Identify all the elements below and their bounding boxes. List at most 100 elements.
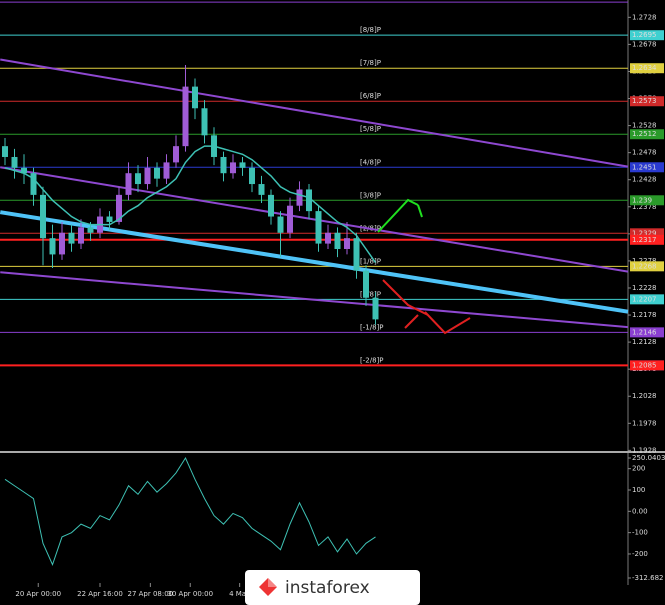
support-price-box xyxy=(630,360,664,371)
level-price: 1.2573 xyxy=(632,97,657,105)
level-name: [4/8]P xyxy=(360,158,381,166)
candle-body xyxy=(135,173,141,185)
candle-body xyxy=(2,146,8,157)
y-tick-label: 1.1928 xyxy=(632,446,657,454)
candle-body xyxy=(116,194,122,222)
level-name: [1/8]P xyxy=(360,257,381,265)
level-price: 1.2634 xyxy=(632,64,657,72)
candle-body xyxy=(154,167,160,179)
level-price: 1.2207 xyxy=(632,295,657,303)
y-tick-label: 1.2028 xyxy=(632,392,657,400)
y-tick-label: 1.2128 xyxy=(632,338,657,346)
logo-icon xyxy=(259,578,277,596)
level-price-box xyxy=(630,261,664,272)
level-name: [-1/8]P xyxy=(360,323,383,331)
level-price-box xyxy=(630,30,664,41)
x-tick-label: 22 Apr 16:00 xyxy=(77,590,123,598)
logo-shine xyxy=(268,578,277,587)
trend-line xyxy=(0,210,629,314)
level-price: 1.2329 xyxy=(632,229,657,237)
x-tick-label: 20 Apr 00:00 xyxy=(15,590,61,598)
trend-line xyxy=(0,166,629,273)
logo-mark xyxy=(259,578,277,596)
candle-body xyxy=(239,162,246,168)
candle-body xyxy=(173,146,179,163)
level-name: [-2/8]P xyxy=(360,356,383,364)
cci-line xyxy=(4,456,376,566)
level-price: 1.2268 xyxy=(632,262,657,270)
trend-line xyxy=(0,58,629,168)
candle-body xyxy=(21,167,27,174)
candle-body xyxy=(40,194,46,239)
logo-text: instaforex xyxy=(285,578,370,598)
x-tick-label: 30 Apr 00:00 xyxy=(167,590,213,598)
level-price: 1.2512 xyxy=(632,130,657,138)
y-tick-label: 1.2528 xyxy=(632,122,657,130)
candle-body xyxy=(78,227,84,244)
candle-body xyxy=(201,108,208,136)
candle-body xyxy=(277,216,284,233)
y-tick-label: 1.2428 xyxy=(632,176,657,184)
candle-body xyxy=(68,232,75,244)
y-tick-label: 1.2278 xyxy=(632,257,657,265)
y-tick-label: 1.1978 xyxy=(632,419,657,427)
candle-body xyxy=(30,173,37,195)
level-name: [3/8]P xyxy=(360,191,381,199)
x-tick-label: 4 May xyxy=(229,590,250,598)
candle-body xyxy=(287,205,293,233)
candle-body xyxy=(315,211,322,244)
support-price: 1.2085 xyxy=(632,361,657,369)
y-tick-label: 1.2378 xyxy=(632,203,657,211)
candle-body xyxy=(268,194,274,217)
support-price: 1.2317 xyxy=(632,236,657,244)
level-name: [+1/8]P xyxy=(360,0,387,1)
logo-box xyxy=(245,570,420,605)
candle-body xyxy=(182,86,189,147)
candle-body xyxy=(192,86,198,109)
candle-body xyxy=(306,189,312,212)
candle-body xyxy=(334,232,341,250)
cci-tick-label: -312.682 xyxy=(632,574,663,582)
cci-tick-label: 100 xyxy=(632,486,645,494)
forecast-arrow-down-3 xyxy=(424,311,471,335)
level-price-box xyxy=(630,63,664,74)
forecast-arrow-down-1 xyxy=(382,279,429,316)
candle-body xyxy=(353,238,360,271)
candle-body xyxy=(49,238,56,255)
y-tick-label: 1.2478 xyxy=(632,149,657,157)
level-price: 1.2146 xyxy=(632,328,657,336)
cci-tick-label: 250.0403 xyxy=(632,454,665,462)
trend-line xyxy=(0,271,629,329)
candle-body xyxy=(87,227,94,233)
y-tick-label: 1.2678 xyxy=(632,40,657,48)
cci-tick-label: -200 xyxy=(632,550,648,558)
level-name: [7/8]P xyxy=(360,59,381,67)
candle-body xyxy=(144,167,151,185)
candle-body xyxy=(220,156,227,174)
level-name: [8/8]P xyxy=(360,26,381,34)
level-price-box xyxy=(630,195,664,206)
y-tick-label: 1.2178 xyxy=(632,311,657,319)
candle-body xyxy=(106,216,113,222)
x-tick-label: 27 Apr 08:00 xyxy=(128,590,174,598)
level-name: [0/8]P xyxy=(360,290,381,298)
y-tick-label: 1.2728 xyxy=(632,13,657,21)
level-price: 1.239 xyxy=(632,196,652,204)
level-name: [6/8]P xyxy=(360,92,381,100)
candle-body xyxy=(325,232,331,244)
level-price-box xyxy=(630,327,664,338)
candle-body xyxy=(372,297,379,320)
candle-body xyxy=(344,238,350,250)
candle-body xyxy=(230,162,236,174)
cci-tick-label: -100 xyxy=(632,529,648,537)
level-price-box xyxy=(630,294,664,305)
level-price-box xyxy=(630,129,664,140)
candle-body xyxy=(249,167,255,185)
cci-tick-label: 0.00 xyxy=(632,507,648,515)
y-tick-label: 1.2228 xyxy=(632,284,657,292)
candle-body xyxy=(59,232,65,255)
level-price-box xyxy=(630,96,664,107)
candle-body xyxy=(11,156,18,168)
